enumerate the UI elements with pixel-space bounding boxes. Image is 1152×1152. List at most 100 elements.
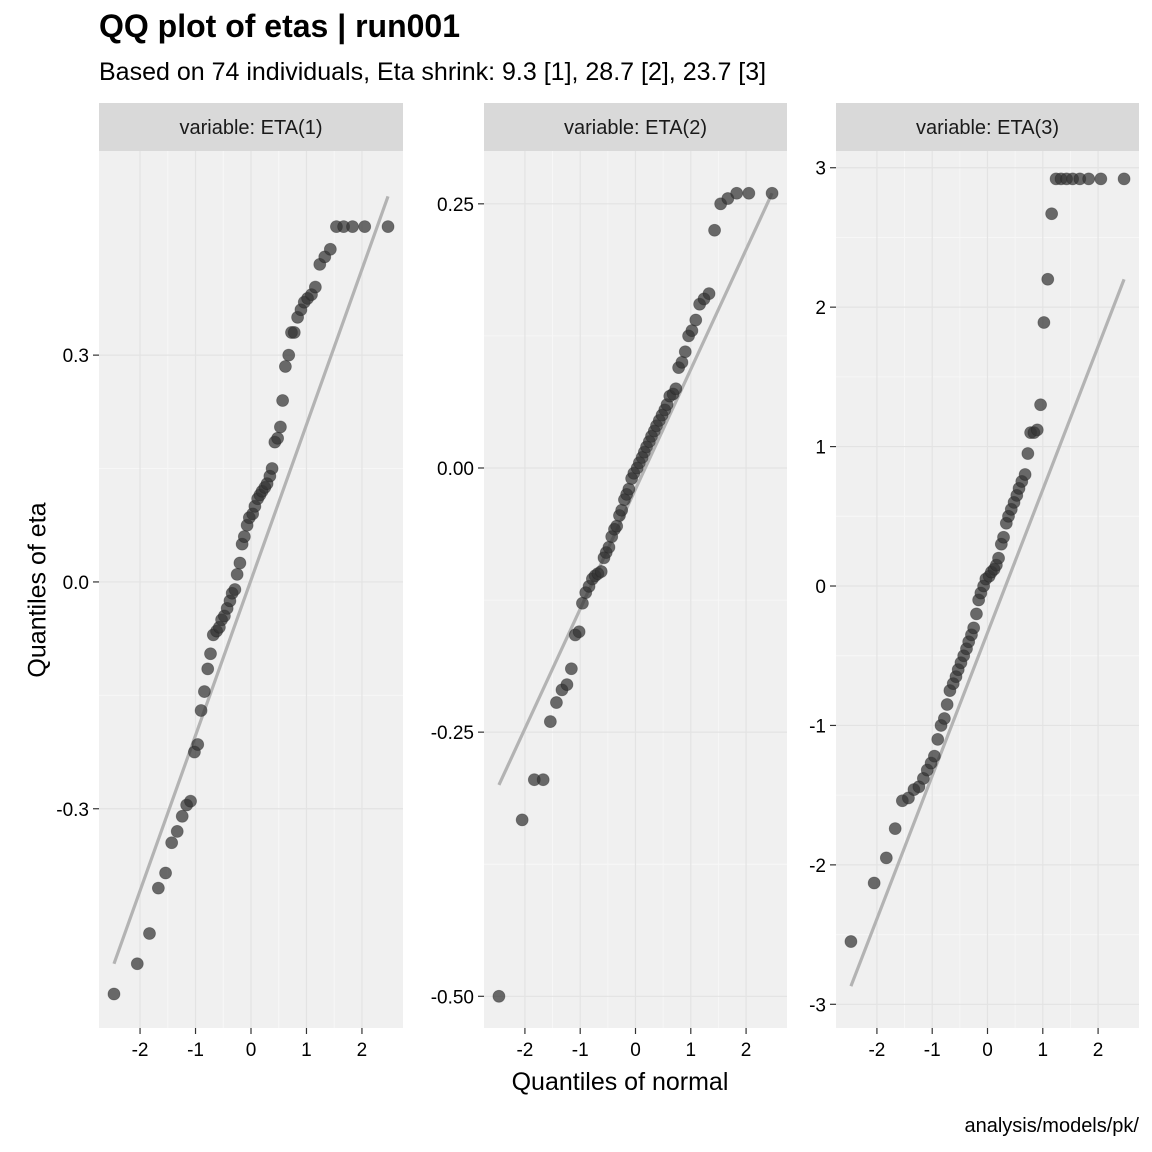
panel-eta-1: variable: ETA(1) -2 -1 0 1 2 -0.3 0.0 0.3 xyxy=(56,103,403,1061)
qq-point xyxy=(675,355,689,369)
qq-point xyxy=(867,876,881,890)
qq-point xyxy=(1021,447,1035,460)
qq-point xyxy=(492,989,506,1003)
qq-point xyxy=(228,583,242,596)
qq-point xyxy=(515,813,529,827)
qq-point xyxy=(594,565,608,578)
qq-point xyxy=(151,881,165,895)
caption: analysis/models/pk/ xyxy=(964,1115,1139,1137)
qq-point xyxy=(602,540,616,554)
qq-point xyxy=(308,280,322,294)
y-tick-label: -2 xyxy=(809,856,826,877)
qq-point xyxy=(1094,172,1108,186)
qq-point xyxy=(940,698,954,711)
qq-point xyxy=(381,220,395,234)
qq-point xyxy=(730,186,744,200)
strip-label: variable: ETA(3) xyxy=(916,117,1059,139)
x-tick-label: 1 xyxy=(301,1040,312,1061)
x-tick-label: 0 xyxy=(982,1040,993,1061)
strip-background xyxy=(484,103,787,151)
qq-point xyxy=(271,431,285,445)
qq-point xyxy=(678,345,692,359)
x-tick-label: -2 xyxy=(132,1040,149,1061)
qq-point xyxy=(572,625,586,639)
qq-point xyxy=(970,607,983,621)
qq-point xyxy=(721,192,735,205)
y-tick-label: 0 xyxy=(815,577,826,598)
y-tick-label: -0.3 xyxy=(56,800,89,821)
qq-point xyxy=(937,712,951,725)
x-tick-label: -1 xyxy=(924,1040,941,1061)
y-tick-label: -1 xyxy=(809,716,826,737)
qq-point xyxy=(622,482,636,496)
qq-point xyxy=(1117,172,1131,186)
qq-point xyxy=(765,186,779,200)
qq-point xyxy=(130,957,144,971)
x-tick-label: 0 xyxy=(630,1040,641,1061)
qq-point xyxy=(191,738,205,751)
y-tick-label: 2 xyxy=(815,298,826,319)
y-tick-label: 1 xyxy=(815,438,826,459)
qq-point xyxy=(543,715,557,728)
qq-point xyxy=(159,866,172,880)
x-tick-label: 1 xyxy=(1038,1040,1049,1061)
qq-point xyxy=(276,394,290,407)
qq-point xyxy=(689,313,703,327)
strip-label: variable: ETA(1) xyxy=(179,117,322,139)
qq-point xyxy=(844,935,858,948)
x-tick-label: -2 xyxy=(516,1040,533,1061)
panel-eta-3: variable: ETA(3) -2 -1 0 1 2 -3 -2 -1 0 1 2 3 xyxy=(809,103,1139,1061)
x-tick-label: -1 xyxy=(187,1040,204,1061)
y-tick-label: 0.25 xyxy=(437,195,474,216)
y-tick-label: -0.25 xyxy=(431,723,474,744)
qq-point xyxy=(194,704,208,717)
x-tick-label: 0 xyxy=(246,1040,257,1061)
qq-point xyxy=(564,662,578,676)
x-tick-label: 2 xyxy=(741,1040,752,1061)
qq-point xyxy=(287,326,301,339)
qq-point xyxy=(184,794,197,808)
qq-point xyxy=(107,987,121,1001)
qq-point xyxy=(198,685,211,698)
y-tick-label: 0.00 xyxy=(437,459,474,480)
qq-point xyxy=(278,360,292,373)
panel-eta-2: variable: ETA(2) -2 -1 0 1 2 -0.50 -0.25 0.00 0.2… xyxy=(431,103,787,1061)
qq-point xyxy=(237,530,251,543)
qq-point xyxy=(967,621,981,635)
qq-point xyxy=(997,530,1010,544)
x-tick-label: 2 xyxy=(357,1040,368,1061)
x-tick-label: -2 xyxy=(868,1040,885,1061)
chart-title: QQ plot of etas | run001 xyxy=(99,8,461,44)
chart-subtitle: Based on 74 individuals, Eta shrink: 9.3… xyxy=(99,58,767,86)
x-axis-label: Quantiles of normal xyxy=(511,1068,729,1096)
qq-point xyxy=(282,348,296,362)
qq-point xyxy=(143,927,156,940)
x-tick-label: 2 xyxy=(1093,1040,1104,1061)
strip-label: variable: ETA(2) xyxy=(564,117,707,139)
qq-point xyxy=(615,503,629,517)
qq-point xyxy=(702,287,716,301)
qq-point xyxy=(233,556,247,570)
qq-point xyxy=(1045,207,1059,221)
qq-point xyxy=(992,551,1005,565)
qq-point xyxy=(274,420,287,434)
qq-point xyxy=(669,382,683,396)
qq-point xyxy=(576,596,589,610)
qq-reference-line xyxy=(497,192,774,786)
qq-point xyxy=(175,809,189,823)
qq-point xyxy=(928,749,941,763)
qq-point xyxy=(560,678,574,691)
qq-point xyxy=(204,647,217,661)
qq-point xyxy=(550,696,563,709)
y-tick-label: 3 xyxy=(815,159,826,180)
qq-point xyxy=(230,567,244,581)
qq-point xyxy=(358,220,372,234)
y-tick-label: 0.3 xyxy=(63,346,89,367)
qq-point xyxy=(265,462,279,475)
qq-reference-line xyxy=(112,195,390,965)
y-tick-label: 0.0 xyxy=(63,573,89,594)
qq-point xyxy=(1082,172,1096,186)
strip-background xyxy=(836,103,1139,151)
qq-point xyxy=(1041,272,1055,286)
